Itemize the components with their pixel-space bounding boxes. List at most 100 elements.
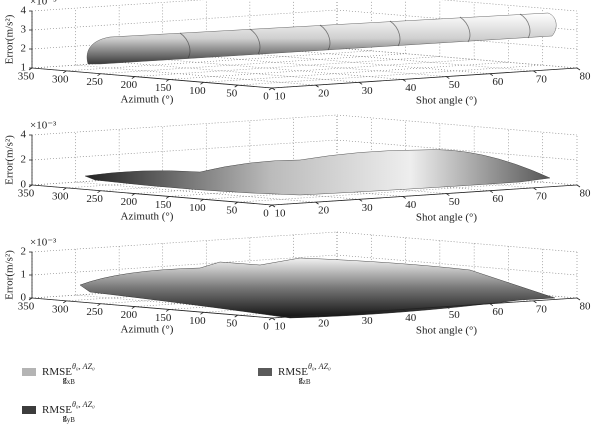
y-tick-label: 350 (18, 71, 35, 83)
shot-axis (271, 67, 578, 89)
x-axis-label: Shot angle (°) (416, 95, 478, 107)
tick-mark (489, 73, 494, 77)
grid-line (31, 231, 338, 253)
tick-mark (533, 70, 537, 74)
y-tick-label: 250 (86, 76, 103, 88)
tick-mark (200, 81, 204, 85)
legend-superscript: θ₀, AZ₀ (72, 400, 95, 409)
z-tick-label: 1 (21, 62, 27, 74)
y-tick-label: 300 (52, 303, 69, 315)
x-tick-label: 40 (405, 82, 417, 94)
tick-mark (402, 196, 406, 199)
tick-mark (446, 306, 450, 309)
legend-label: RMSEθ₀, AZ₀ gyB (42, 400, 95, 424)
y-tick-label: 50 (226, 88, 238, 100)
surface (86, 12, 557, 65)
y-tick-label: 200 (121, 309, 138, 321)
y-tick-label: 50 (226, 205, 238, 217)
x-tick-label: 40 (405, 199, 417, 211)
shot-axis (271, 297, 578, 319)
grid-line (206, 56, 447, 77)
z-tick-label: 3 (21, 24, 27, 36)
grid-line (31, 139, 338, 161)
tick-mark (268, 204, 273, 208)
grid-line (75, 181, 316, 203)
multiplier: ×10⁻³ (30, 120, 57, 132)
y-tick-label: 150 (155, 312, 172, 324)
tick-mark (234, 314, 238, 318)
z-axis-label: Error(m/s²) (4, 135, 16, 185)
tick-mark (489, 190, 494, 194)
tick-mark (200, 198, 204, 202)
x-tick-label: 20 (318, 318, 330, 330)
x-tick-label: 10 (275, 91, 287, 103)
legend-label: RMSEθ₀, AZ₀ gxB (42, 362, 95, 386)
x-tick-label: 10 (275, 321, 287, 333)
x-tick-label: 70 (536, 73, 548, 85)
z-tick-label: 0 (21, 292, 27, 304)
x-tick-label: 30 (362, 202, 374, 214)
grid-line (203, 61, 509, 83)
y-tick-label: 300 (52, 190, 69, 202)
tick-mark (402, 309, 406, 312)
tick-mark (533, 300, 537, 304)
grid-line (162, 59, 403, 80)
azimuth-axis (31, 297, 273, 319)
tick-mark (271, 317, 276, 321)
grid-line (336, 47, 578, 69)
y-tick-label: 50 (226, 318, 238, 330)
y-tick-label: 250 (86, 306, 103, 318)
tick-mark (358, 198, 363, 202)
y-axis-label: Azimuth (°) (121, 211, 174, 223)
tick-mark (234, 84, 238, 88)
tick-mark (358, 311, 363, 315)
x-tick-label: 80 (580, 71, 592, 83)
grid-line (119, 61, 360, 83)
tick-mark (576, 184, 581, 188)
legend-name: RMSE (42, 366, 72, 378)
grid-line (134, 56, 440, 77)
y-tick-label: 200 (121, 196, 138, 208)
surface-ripples (179, 13, 531, 59)
y-tick-label: 200 (121, 79, 138, 91)
y-tick-label: 300 (52, 73, 69, 85)
azimuth-axis (31, 67, 273, 89)
y-tick-label: 100 (189, 202, 206, 214)
legend-subscript: g (63, 413, 67, 422)
legend-swatch (22, 368, 36, 376)
legend-subscript: g (299, 375, 303, 384)
z-axis-label: Error(m/s²) (4, 250, 16, 300)
tick-mark (576, 297, 581, 301)
z-tick-label: 2 (21, 154, 27, 166)
y-tick-label: 100 (189, 315, 206, 327)
tick-mark (489, 303, 494, 307)
x-tick-label: 50 (449, 79, 461, 91)
tick-mark (533, 187, 537, 191)
x-tick-label: 80 (580, 301, 592, 313)
grid-line (293, 50, 534, 72)
tick-mark (271, 87, 276, 91)
tick-mark (97, 303, 101, 307)
tick-mark (315, 84, 319, 88)
tick-mark (315, 201, 319, 205)
y-axis-label: Azimuth (°) (121, 324, 174, 336)
legend-superscript: θ₀, AZ₀ (72, 362, 95, 371)
y-tick-label: 0 (263, 208, 269, 220)
z-tick-label: 2 (21, 246, 27, 258)
legend-label: RMSEθ₀, AZ₀ gzB (278, 362, 331, 386)
tick-mark (268, 87, 273, 91)
tick-mark (165, 196, 170, 199)
tick-mark (63, 187, 67, 191)
grid-line (249, 53, 490, 75)
x-tick-label: 40 (405, 312, 417, 324)
tick-mark (234, 201, 238, 205)
tick-mark (131, 76, 136, 79)
y-tick-label: 150 (155, 199, 172, 211)
grid-line (169, 59, 475, 80)
x-tick-label: 20 (318, 205, 330, 217)
tick-mark (63, 70, 67, 74)
tick-mark (200, 311, 204, 315)
tick-mark (165, 79, 170, 82)
